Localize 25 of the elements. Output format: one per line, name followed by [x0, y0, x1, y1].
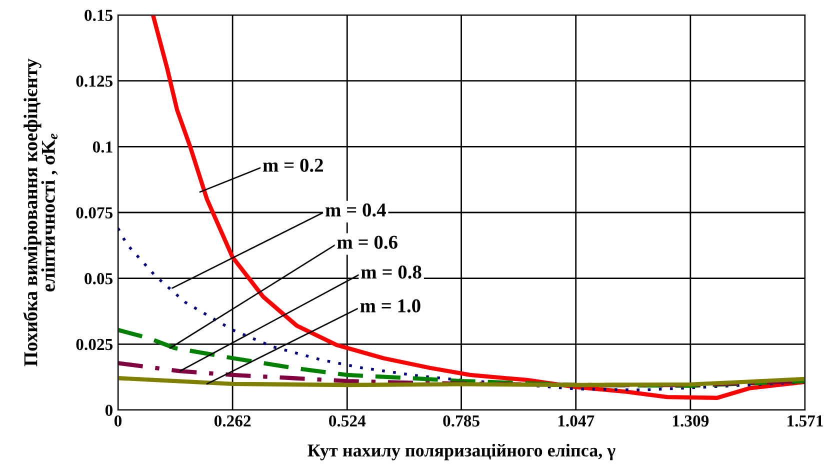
annotation: m = 0.2	[263, 158, 323, 172]
line-series	[118, 226, 805, 392]
x-tick-label: 0.262	[214, 415, 251, 427]
x-tick-label: 0	[114, 415, 122, 427]
x-axis-title: Кут нахилу поляризаційного еліпса, γ	[308, 444, 616, 460]
line-series	[150, 15, 805, 400]
x-tick-label: 1.047	[558, 415, 594, 427]
y-tick-label: 0.125	[76, 76, 113, 87]
x-tick-label: 1.571	[788, 415, 823, 427]
x-tick-label: 1.309	[673, 415, 709, 427]
y-tick-label: 0.025	[76, 338, 113, 350]
y-tick-label: 0	[105, 404, 113, 416]
x-tick-label: 0.785	[443, 415, 480, 427]
y-tick-label: 0.15	[84, 10, 113, 22]
annotation: m = 0.8	[361, 266, 422, 279]
y-tick-label: 0.05	[84, 273, 113, 284]
annotation: m = 1.0	[360, 299, 420, 312]
y-tick-label: 0.075	[76, 207, 113, 219]
x-tick-label: 0.524	[329, 415, 366, 427]
y-axis-title: Похибка вимірювання коефіцієнту еліптичності , σK$_{e}$	[23, 58, 58, 366]
annotation: m = 0.6	[337, 236, 398, 249]
y-tick-label: 0.1	[92, 141, 112, 153]
line-series	[118, 328, 805, 388]
annotation: m = 0.4	[326, 203, 386, 217]
line-series	[118, 376, 805, 388]
